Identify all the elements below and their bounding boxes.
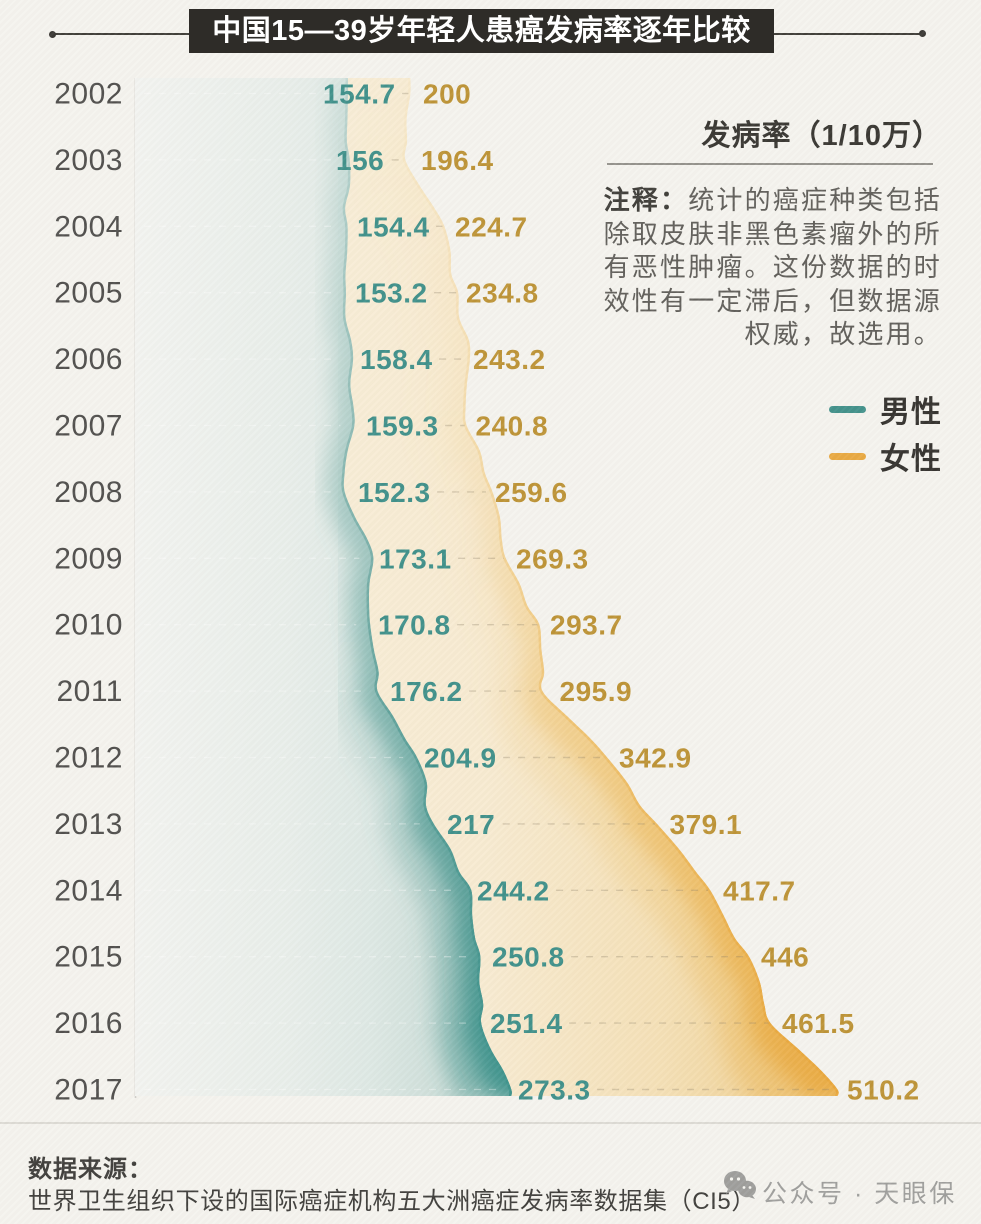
svg-text:259.6: 259.6	[495, 477, 568, 508]
svg-text:170.8: 170.8	[378, 610, 451, 641]
svg-text:217: 217	[447, 809, 495, 840]
svg-text:176.2: 176.2	[390, 676, 463, 707]
svg-text:224.7: 224.7	[455, 211, 528, 242]
svg-text:159.3: 159.3	[366, 411, 439, 442]
svg-text:2004: 2004	[54, 210, 123, 243]
svg-text:204.9: 204.9	[424, 743, 497, 774]
svg-text:2006: 2006	[54, 343, 123, 376]
svg-text:2017: 2017	[54, 1074, 123, 1107]
svg-text:293.7: 293.7	[550, 610, 623, 641]
svg-text:244.2: 244.2	[477, 875, 550, 906]
svg-text:2015: 2015	[54, 941, 123, 974]
svg-text:243.2: 243.2	[473, 344, 546, 375]
svg-text:240.8: 240.8	[476, 411, 549, 442]
svg-text:269.3: 269.3	[516, 543, 589, 574]
svg-text:196.4: 196.4	[421, 145, 494, 176]
svg-text:510.2: 510.2	[847, 1075, 920, 1106]
svg-text:2013: 2013	[54, 808, 123, 841]
svg-text:295.9: 295.9	[560, 676, 633, 707]
svg-text:200: 200	[423, 79, 471, 110]
svg-text:154.7: 154.7	[323, 79, 396, 110]
svg-text:251.4: 251.4	[490, 1008, 563, 1039]
svg-text:156: 156	[336, 145, 384, 176]
svg-text:2012: 2012	[54, 742, 123, 775]
svg-text:152.3: 152.3	[358, 477, 431, 508]
svg-text:158.4: 158.4	[360, 344, 433, 375]
svg-text:342.9: 342.9	[619, 743, 692, 774]
svg-text:2003: 2003	[54, 144, 123, 177]
svg-text:446: 446	[761, 942, 809, 973]
svg-text:250.8: 250.8	[492, 942, 565, 973]
svg-text:153.2: 153.2	[355, 278, 428, 309]
svg-text:2016: 2016	[54, 1007, 123, 1040]
svg-text:234.8: 234.8	[466, 278, 539, 309]
svg-text:2009: 2009	[54, 542, 123, 575]
svg-text:273.3: 273.3	[518, 1075, 591, 1106]
svg-text:2008: 2008	[54, 476, 123, 509]
svg-text:417.7: 417.7	[723, 875, 796, 906]
svg-text:2007: 2007	[54, 410, 123, 443]
svg-text:173.1: 173.1	[379, 543, 452, 574]
svg-text:461.5: 461.5	[782, 1008, 855, 1039]
svg-text:2010: 2010	[54, 609, 123, 642]
svg-text:379.1: 379.1	[670, 809, 743, 840]
svg-text:2005: 2005	[54, 277, 123, 310]
svg-text:2011: 2011	[56, 675, 123, 708]
svg-text:2014: 2014	[54, 874, 123, 907]
svg-text:154.4: 154.4	[357, 211, 430, 242]
svg-text:2002: 2002	[54, 78, 123, 111]
